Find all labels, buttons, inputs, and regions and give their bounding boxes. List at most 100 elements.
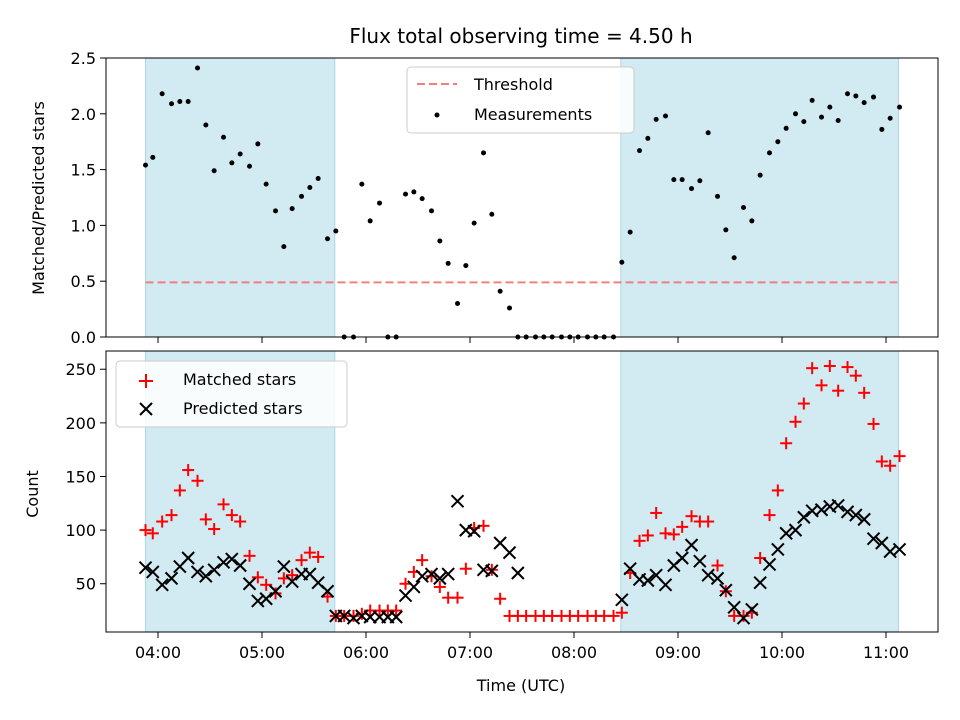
predicted-star-point [849,508,863,522]
measurement-point [289,206,295,212]
predicted-star-point [788,523,803,537]
matched-star-point [771,484,784,497]
measurement-point [775,139,781,145]
predicted-star-point [407,580,421,594]
matched-star-point [494,592,507,605]
measurement-point [281,244,287,250]
measurement-point [689,186,695,192]
xtick-label: 11:00 [863,643,909,662]
measurement-point [255,141,261,147]
measurement-point [653,116,659,122]
predicted-star-point [389,610,403,624]
predicted-star-point [225,552,239,566]
predicted-star-point [684,538,699,552]
measurement-point [879,126,885,132]
measurement-point [715,193,721,199]
top-legend-box [406,66,635,134]
measurement-point [853,93,859,99]
xtick-label: 06:00 [343,643,389,662]
predicted-star-point [199,569,213,583]
predicted-star-point [779,526,793,541]
predicted-star-point [485,564,499,578]
measurement-point [150,154,156,160]
predicted-star-point [762,557,777,572]
bot-ytick-label: 150 [65,467,96,486]
matched-star-point [832,384,845,397]
predicted-star-point [719,583,733,597]
measurement-point [819,114,825,120]
matched-star-point [867,417,880,430]
measurement-point [809,97,815,103]
bot-series-1 [138,494,907,625]
matched-star-point [234,515,247,528]
legend-matched-swatch [139,374,153,388]
predicted-star-point [146,565,160,579]
measurement-point [637,148,643,154]
matched-star-point [780,437,793,450]
matched-star-point [702,515,715,528]
measurement-point [793,111,799,117]
measurement-point [315,176,321,182]
measurement-point [671,177,677,183]
predicted-star-point [892,542,907,557]
matched-star-point [884,459,897,472]
predicted-star-point [701,568,715,582]
matched-star-point [893,450,906,463]
measurement-point [749,218,755,224]
predicted-star-point [138,560,153,575]
matched-star-point [459,562,472,575]
measurement-point [887,115,893,121]
measurement-point [169,101,175,107]
legend-predicted-swatch [139,402,153,416]
matched-star-point [312,550,325,563]
top-ytick-label: 1.0 [71,216,96,235]
matched-star-point [433,580,446,593]
top-ytick-label: 2.0 [71,105,96,124]
measurement-point [437,238,443,244]
matched-star-point [797,397,810,410]
bottom-panel: 50 100 150 200 250 04:00 05:00 06:00 07:00 08:00… [23,350,939,695]
matched-star-point [191,474,204,487]
matched-star-point [165,509,178,522]
matched-star-point [676,520,689,533]
matched-star-point [806,362,819,375]
measurement-point [203,122,209,128]
xtick-label: 10:00 [759,643,805,662]
matched-star-point [146,527,159,540]
matched-star-point [849,369,862,382]
measurement-point [619,259,625,265]
bottom-legend-box [115,360,348,428]
measurement-point [871,94,877,100]
predicted-star-point [502,545,517,560]
chart-title: Flux total observing time = 4.50 h [349,24,692,48]
matched-star-point [711,559,724,572]
matched-star-point [303,546,316,559]
matched-star-point [286,569,299,582]
matched-star-point [199,513,212,526]
predicted-star-point [441,567,455,581]
predicted-star-point [346,611,361,625]
predicted-star-point [207,563,221,577]
predicted-star-point [320,584,335,598]
matched-star-point [615,606,628,619]
matched-star-point [225,509,238,522]
top-panel: 0.0 0.5 1.0 1.5 2.0 2.5 Matched/Predicted sta… [29,49,939,347]
predicted-star-point [433,571,447,586]
predicted-star-point [450,494,465,508]
predicted-star-point [641,573,655,588]
top-ytick-label: 1.5 [71,161,96,180]
measurement-point [333,228,339,234]
measurement-point [507,305,513,311]
matched-star-point [659,527,672,540]
matched-star-point [685,510,698,523]
top-legend: Threshold Measurements [406,66,635,134]
top-axes-frame [105,57,939,338]
matched-star-point [650,506,663,519]
bot-shaded-band-1 [620,350,899,633]
predicted-star-point [797,510,811,524]
xtick-label: 07:00 [447,643,493,662]
measurement-point [497,288,503,294]
measurement-point [359,181,365,187]
xtick-label: 09:00 [655,643,701,662]
